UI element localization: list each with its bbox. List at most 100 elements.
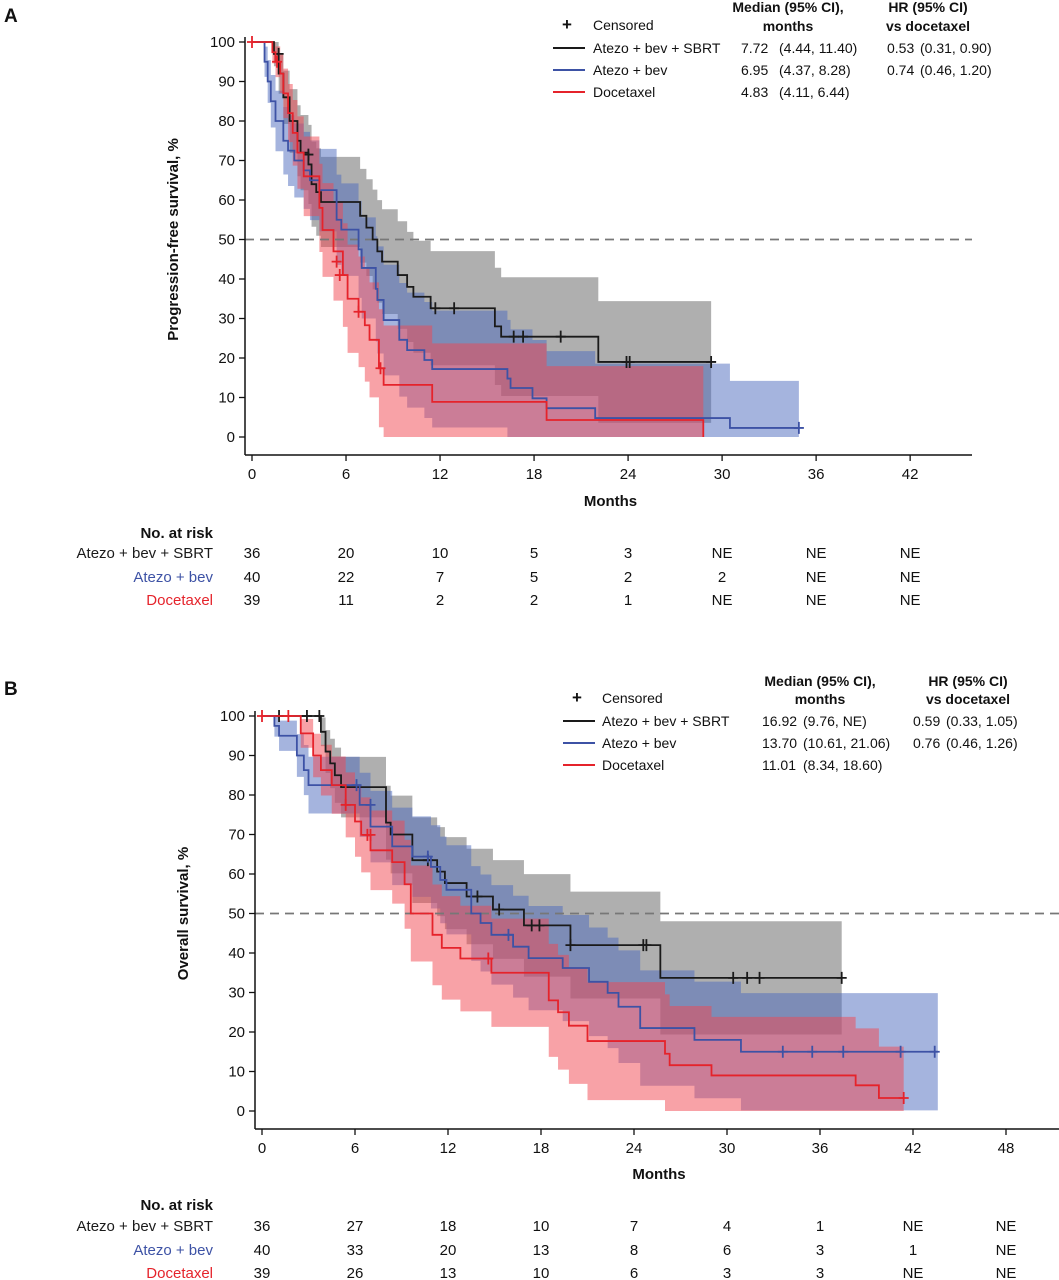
ci-band-bev <box>262 716 938 1111</box>
y-tick-label: 0 <box>227 429 235 446</box>
x-tick-label: 36 <box>808 466 825 483</box>
legend-label-sbrt: Atezo + bev + SBRT <box>593 40 721 56</box>
risk-value: 13 <box>440 1265 457 1280</box>
y-tick-label: 50 <box>218 232 235 249</box>
legend-label-sbrt: Atezo + bev + SBRT <box>602 713 730 729</box>
risk-row-label-bev: Atezo + bev <box>133 569 213 586</box>
censor-mark-bev <box>895 1045 906 1058</box>
legend-median: 4.83 <box>741 84 768 100</box>
risk-value: 10 <box>533 1218 550 1235</box>
censor-mark-sbrt <box>728 971 739 984</box>
legend: + Censored Median (95% CI), months HR (95% C… <box>553 0 992 100</box>
risk-value: 1 <box>624 592 632 609</box>
risk-value: NE <box>903 1218 924 1235</box>
censor-mark-sbrt <box>742 971 753 984</box>
risk-value: NE <box>996 1265 1017 1280</box>
risk-value: 5 <box>530 545 538 562</box>
legend-hr: 0.74 <box>887 62 914 78</box>
risk-value: 1 <box>909 1242 917 1259</box>
risk-row-label-doc: Docetaxel <box>146 1265 213 1280</box>
censor-mark-sbrt <box>754 971 765 984</box>
ci-band-sbrt <box>262 716 842 1035</box>
risk-value: 18 <box>440 1218 457 1235</box>
y-tick-label: 30 <box>218 311 235 328</box>
y-tick-label: 0 <box>237 1103 245 1120</box>
legend-hr: 0.53 <box>887 40 914 56</box>
y-tick-label: 40 <box>228 945 245 962</box>
y-tick-label: 50 <box>228 906 245 923</box>
risk-value: 36 <box>244 545 261 562</box>
risk-value: NE <box>806 592 827 609</box>
risk-value: 13 <box>533 1242 550 1259</box>
censor-mark-sbrt <box>565 939 576 952</box>
risk-row-label-sbrt: Atezo + bev + SBRT <box>77 545 213 562</box>
risk-value: 3 <box>816 1242 824 1259</box>
risk-value: NE <box>712 545 733 562</box>
median-header-line2: months <box>763 18 814 34</box>
risk-value: 11 <box>338 592 354 609</box>
ci-band-doc <box>262 716 904 1111</box>
risk-value: 3 <box>624 545 632 562</box>
y-tick-label: 80 <box>218 113 235 130</box>
x-tick-label: 0 <box>258 1140 266 1157</box>
legend-hr-ci: (0.46, 1.20) <box>920 62 992 78</box>
y-tick-label: 80 <box>228 787 245 804</box>
legend-label-bev: Atezo + bev <box>593 62 667 78</box>
x-tick-label: 18 <box>533 1140 550 1157</box>
legend-median: 6.95 <box>741 62 768 78</box>
survival-curve-bev <box>252 41 799 429</box>
survival-curve-bev <box>262 715 938 1053</box>
censor-mark-sbrt <box>706 355 717 368</box>
censored-label: Censored <box>593 17 654 33</box>
censor-mark-doc <box>483 952 494 965</box>
legend-median: 13.70 <box>762 735 797 751</box>
legend-median-ci: (4.37, 8.28) <box>779 62 851 78</box>
censor-mark-sbrt <box>836 971 847 984</box>
risk-value: 3 <box>816 1265 824 1280</box>
legend-label-doc: Docetaxel <box>593 84 655 100</box>
legend-hr-ci: (0.46, 1.26) <box>946 735 1018 751</box>
risk-value: 39 <box>254 1265 271 1280</box>
hr-header-line1: HR (95% CI) <box>928 673 1007 689</box>
risk-value: 5 <box>530 569 538 586</box>
censor-mark-bev <box>422 850 433 863</box>
risk-table-title: No. at risk <box>140 525 213 542</box>
ci-band-doc <box>252 42 704 437</box>
risk-value: 39 <box>244 592 261 609</box>
censor-mark-doc <box>331 255 342 268</box>
risk-table-title: No. at risk <box>140 1197 213 1214</box>
censor-mark-sbrt <box>472 890 483 903</box>
y-tick-label: 100 <box>210 34 235 51</box>
x-tick-label: 6 <box>342 466 350 483</box>
x-tick-label: 48 <box>998 1140 1015 1157</box>
risk-value: NE <box>900 545 921 562</box>
censor-mark-doc <box>340 798 351 811</box>
survival-curve-sbrt <box>252 41 712 363</box>
censor-mark-doc <box>257 710 267 722</box>
risk-value: NE <box>806 569 827 586</box>
censor-mark-sbrt <box>494 903 505 916</box>
x-tick-label: 42 <box>902 466 919 483</box>
y-tick-label: 90 <box>218 74 235 91</box>
risk-value: 10 <box>432 545 449 562</box>
x-tick-label: 24 <box>620 466 637 483</box>
legend-label-doc: Docetaxel <box>602 757 664 773</box>
risk-value: 40 <box>244 569 261 586</box>
censor-mark-sbrt <box>641 939 652 952</box>
legend-hr: 0.59 <box>913 713 940 729</box>
legend-median-ci: (10.61, 21.06) <box>803 735 890 751</box>
risk-row-label-bev: Atezo + bev <box>133 1242 213 1259</box>
risk-value: NE <box>900 592 921 609</box>
panel-a-letter: A <box>4 6 18 27</box>
hr-header-line2: vs docetaxel <box>926 691 1010 707</box>
y-tick-label: 60 <box>228 866 245 883</box>
censor-mark-sbrt <box>430 302 441 315</box>
risk-value: 6 <box>723 1242 731 1259</box>
censor-mark-sbrt <box>301 710 312 722</box>
survival-curve-doc <box>262 715 904 1099</box>
risk-value: 2 <box>530 592 538 609</box>
censor-mark-doc <box>272 55 283 68</box>
legend: + Censored Median (95% CI), months HR (95% C… <box>563 673 1018 773</box>
